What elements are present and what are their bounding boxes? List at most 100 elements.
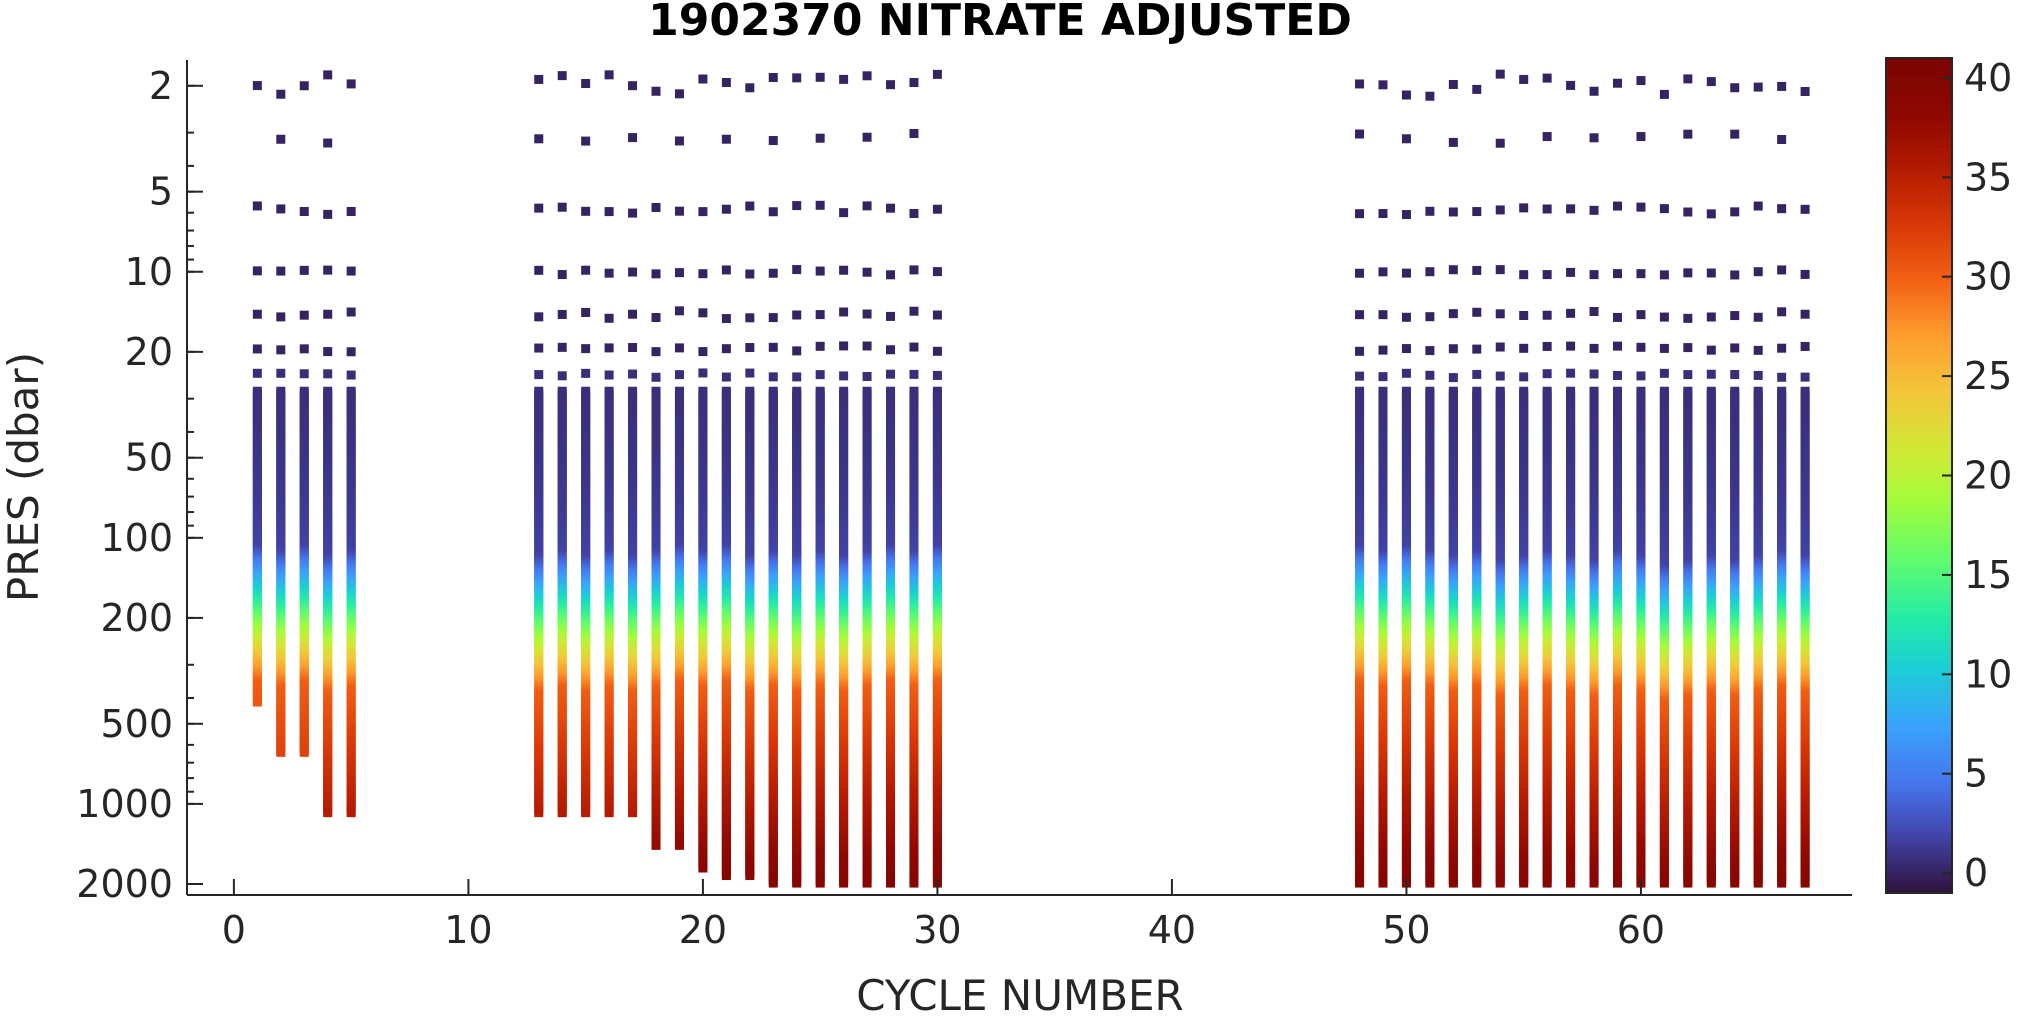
profile-cycle-15 — [581, 78, 591, 818]
data-point — [909, 265, 919, 275]
data-point — [839, 879, 849, 888]
data-point — [1355, 346, 1365, 356]
data-point — [862, 879, 872, 888]
data-point — [886, 270, 896, 280]
data-point — [674, 89, 684, 99]
data-point — [252, 81, 262, 91]
profile-cycle-17 — [628, 81, 638, 818]
profile-cycle-19 — [674, 89, 684, 850]
data-point — [862, 372, 872, 382]
data-point — [534, 134, 544, 144]
profile-cycle-1 — [252, 81, 262, 707]
data-point — [581, 136, 591, 146]
data-point — [581, 368, 591, 378]
profile-cycle-24 — [792, 73, 802, 888]
data-point — [768, 372, 778, 382]
data-point — [252, 309, 262, 319]
data-point — [721, 204, 731, 214]
data-point — [581, 307, 591, 317]
data-point — [792, 879, 802, 888]
data-point — [628, 809, 638, 818]
profile-cycle-23 — [768, 73, 778, 888]
data-point — [604, 343, 614, 353]
profile-cycle-28 — [886, 80, 896, 888]
data-point — [768, 73, 778, 83]
data-point — [886, 879, 896, 888]
data-point — [745, 83, 755, 93]
data-point — [1355, 129, 1365, 139]
data-point — [346, 307, 356, 317]
profile-cycle-48 — [1355, 79, 1365, 888]
data-point — [1425, 91, 1435, 101]
data-point — [604, 70, 614, 80]
data-point — [698, 308, 708, 318]
chart-title: 1902370 NITRATE ADJUSTED — [648, 0, 1352, 46]
data-point — [909, 129, 919, 139]
data-point — [815, 133, 825, 143]
data-points — [252, 69, 1810, 888]
data-point — [815, 310, 825, 320]
data-point — [276, 368, 286, 378]
data-point — [698, 74, 708, 84]
data-point — [1378, 310, 1388, 320]
data-point — [932, 69, 942, 79]
data-point — [1401, 90, 1411, 100]
data-point — [346, 347, 356, 357]
data-point — [346, 79, 356, 89]
data-point — [581, 265, 591, 275]
data-point — [698, 864, 708, 873]
data-point — [299, 81, 309, 91]
data-point — [581, 78, 591, 88]
data-point — [909, 209, 919, 219]
data-point — [581, 809, 591, 818]
data-point — [745, 269, 755, 279]
data-point — [768, 207, 778, 217]
data-point — [721, 872, 731, 881]
data-point — [721, 77, 731, 87]
data-point — [932, 370, 942, 380]
data-point — [346, 266, 356, 276]
data-point — [768, 342, 778, 352]
data-point — [839, 307, 849, 317]
data-point — [628, 81, 638, 91]
data-point — [862, 71, 872, 81]
data-point — [745, 201, 755, 211]
data-point — [886, 203, 896, 213]
profile-cycle-20 — [698, 74, 708, 873]
data-point — [792, 265, 802, 275]
data-point — [299, 748, 309, 757]
data-point — [557, 202, 567, 212]
data-point — [252, 266, 262, 276]
data-point — [252, 698, 262, 707]
data-point — [252, 344, 262, 354]
data-point — [604, 809, 614, 818]
data-point — [252, 201, 262, 211]
data-point — [862, 309, 872, 319]
data-point — [581, 344, 591, 354]
data-point — [1378, 80, 1388, 90]
profile-cycle-5 — [346, 79, 356, 818]
data-point — [276, 748, 286, 757]
data-point — [651, 841, 661, 850]
data-point — [276, 266, 286, 276]
data-point — [745, 368, 755, 378]
data-point — [323, 70, 333, 80]
data-point — [721, 372, 731, 382]
profile-cycle-4 — [323, 70, 333, 818]
data-point — [299, 265, 309, 275]
data-point — [1378, 879, 1388, 888]
data-point — [815, 370, 825, 380]
data-point — [323, 369, 333, 379]
data-point — [604, 370, 614, 380]
data-point — [276, 204, 286, 214]
profile-cycle-21 — [721, 77, 731, 881]
data-point — [768, 268, 778, 278]
profile-cycle-49 — [1378, 80, 1388, 888]
data-point — [1355, 79, 1365, 89]
data-point — [909, 879, 919, 888]
data-point — [839, 208, 849, 218]
data-point — [886, 80, 896, 90]
data-point — [299, 369, 309, 379]
data-point — [745, 313, 755, 323]
